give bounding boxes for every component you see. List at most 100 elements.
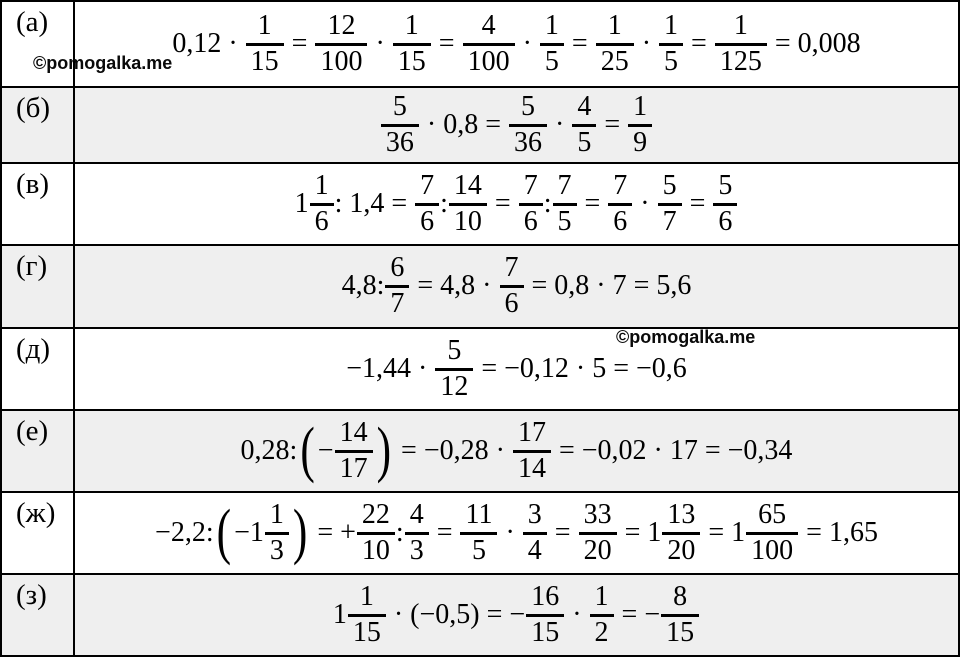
fraction-denominator: 5 — [577, 126, 592, 158]
row-label: (е) — [2, 411, 75, 491]
fraction: 5 12 — [435, 335, 474, 403]
row-label: (д) — [2, 329, 75, 409]
expression-text: 1 — [332, 598, 347, 630]
fraction-denominator: 20 — [667, 534, 696, 566]
expression-text: = — [429, 516, 460, 548]
expression-text: −2,2: — [155, 516, 214, 548]
fraction-numerator: 1 — [628, 91, 653, 127]
expression-text: 1 — [294, 187, 309, 219]
expression-text: = — [682, 187, 713, 219]
fraction-numerator: 14 — [334, 417, 373, 453]
fraction: 4 100 — [462, 10, 515, 78]
watermark-pomogalka-middle: ©pomogalka.me — [616, 327, 756, 347]
fraction-denominator: 14 — [517, 452, 546, 484]
row-label: (б) — [2, 88, 75, 162]
fraction-numerator: 7 — [415, 170, 440, 206]
expression-text: = — [684, 27, 714, 59]
fraction-numerator: 5 — [657, 170, 682, 206]
fraction: 14 10 — [448, 170, 487, 238]
fraction-denominator: 4 — [527, 534, 542, 566]
fraction-denominator: 10 — [361, 534, 390, 566]
expression-text: = — [597, 108, 628, 140]
fraction: 12 100 — [315, 10, 368, 78]
fraction-numerator: 1 — [714, 10, 767, 46]
fraction-numerator: 12 — [315, 10, 368, 46]
row-content: −1,44 · 5 12 = −0,12 · 5 = −0,6 — [75, 329, 958, 409]
expression-text: · — [368, 27, 392, 59]
expression-text: 4,8: — [341, 270, 385, 302]
fraction-denominator: 100 — [751, 534, 794, 566]
expression-text: 0,28: — [240, 434, 298, 466]
fraction-denominator: 6 — [420, 205, 435, 237]
expression-text: = — [547, 516, 578, 548]
expression-text: = — [284, 27, 315, 59]
fraction: 65 100 — [746, 499, 799, 567]
fraction-denominator: 5 — [544, 45, 559, 77]
fraction-denominator: 20 — [583, 534, 612, 566]
big-parenthesis: ( — [216, 497, 232, 568]
fraction: 22 10 — [356, 499, 395, 567]
fraction: 8 15 — [661, 581, 700, 649]
fraction-denominator: 100 — [467, 45, 510, 77]
fraction-numerator: 3 — [522, 499, 547, 535]
expression-text: = − — [614, 598, 661, 630]
fraction-numerator: 4 — [462, 10, 515, 46]
fraction-numerator: 1 — [595, 10, 634, 46]
expression-text: = + — [310, 516, 356, 548]
fraction: 1 25 — [595, 10, 634, 78]
row-label: (з) — [2, 575, 75, 655]
fraction: 14 17 — [334, 417, 373, 485]
expression-text: = 1 — [701, 516, 746, 548]
fraction: 33 20 — [578, 499, 617, 567]
expression-text: : — [395, 516, 404, 548]
fraction-numerator: 7 — [608, 170, 633, 206]
fraction-denominator: 36 — [514, 126, 542, 158]
math-expression: 0,28:(−14 17) = −0,28 · 17 14 = −0,02 · 17… — [240, 415, 793, 486]
fraction-numerator: 8 — [661, 581, 700, 617]
fraction-numerator: 5 — [380, 91, 419, 127]
fraction: 5 36 — [380, 91, 419, 159]
expression-text: · — [548, 108, 572, 140]
expression-text: = 1 — [617, 516, 662, 548]
big-parenthesis: ) — [376, 415, 392, 486]
big-parenthesis: ) — [292, 497, 308, 568]
fraction: 17 14 — [512, 417, 551, 485]
fraction-denominator: 6 — [504, 288, 519, 319]
fraction-numerator: 4 — [572, 91, 597, 127]
watermark-pomogalka-top: ©pomogalka.me — [33, 53, 173, 73]
expression-text: 0,12 · — [172, 27, 245, 59]
fraction-numerator: 65 — [746, 499, 799, 535]
fraction-denominator: 15 — [397, 45, 426, 77]
expression-text: = 4,8 · — [410, 270, 499, 302]
expression-text: = 0,008 — [767, 27, 861, 59]
fraction-denominator: 25 — [600, 45, 629, 77]
fraction-numerator: 16 — [526, 581, 565, 617]
expression-text: · (−0,5) = − — [386, 598, 526, 630]
row-label: (в) — [2, 164, 75, 244]
fraction-denominator: 2 — [594, 616, 609, 648]
fraction-denominator: 6 — [314, 205, 329, 237]
row-label: (ж) — [2, 493, 75, 573]
fraction-denominator: 5 — [471, 534, 486, 566]
